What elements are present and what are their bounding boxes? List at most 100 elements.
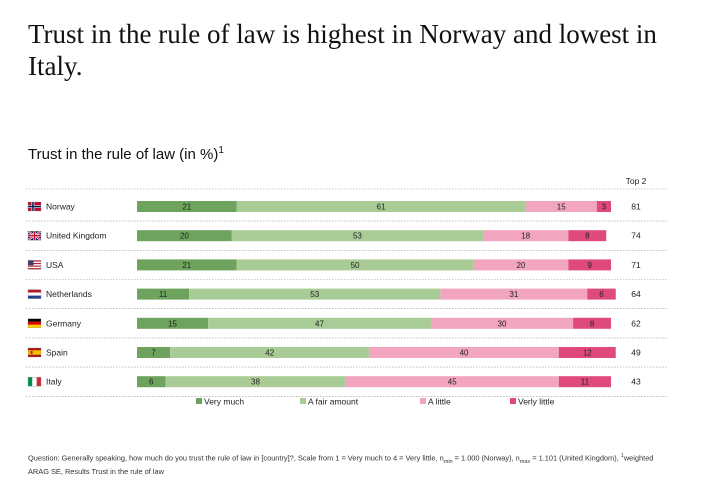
top2-value: 74 (631, 231, 641, 241)
data-label: 12 (583, 349, 592, 358)
data-label: 21 (182, 203, 191, 212)
data-label: 47 (315, 319, 324, 328)
data-label: 53 (353, 232, 362, 241)
legend-swatch (510, 398, 516, 404)
data-label: 6 (599, 290, 604, 299)
flag-united-kingdom-part (28, 234, 41, 237)
data-label: 9 (587, 261, 592, 270)
flag-usa-part (28, 262, 41, 265)
flag-italy-border (27, 377, 42, 387)
data-label: 50 (351, 261, 360, 270)
category-label: Germany (46, 318, 82, 328)
data-label: 11 (159, 290, 168, 299)
category-label: Italy (46, 377, 62, 387)
category-label: USA (46, 260, 64, 270)
bar-segment (558, 376, 611, 388)
bar-segment (137, 259, 237, 271)
flag-italy-part (32, 377, 37, 387)
flag-netherlands-part (28, 292, 41, 296)
data-label: 30 (498, 319, 507, 328)
bar-segment (596, 201, 611, 212)
flag-norway-part (28, 205, 41, 208)
bar-segment (430, 317, 574, 329)
top2-value: 64 (631, 289, 641, 299)
footnote-question: Question: Generally speaking, how much d… (28, 448, 698, 470)
bar-segment (558, 347, 616, 358)
data-label: 11 (581, 378, 590, 387)
bar-segment (165, 376, 346, 388)
category-label: United Kingdom (46, 231, 106, 241)
data-label: 20 (516, 261, 525, 270)
top2-value: 81 (631, 202, 641, 212)
data-label: 15 (557, 203, 566, 212)
data-label: 8 (590, 319, 595, 328)
data-label: 21 (182, 261, 191, 270)
top2-value: 49 (631, 348, 641, 358)
bar-segment (483, 230, 569, 242)
bar-segment (473, 259, 569, 271)
flag-italy (28, 377, 33, 387)
legend-swatch (196, 398, 202, 404)
legend-swatch (420, 398, 426, 404)
bar-segment (345, 376, 559, 388)
data-label: 20 (180, 232, 189, 241)
bar-segment (137, 230, 232, 242)
bar-segment (137, 317, 209, 329)
top2-header: Top 2 (626, 176, 647, 186)
data-label: 40 (460, 349, 469, 358)
bar-segment (208, 317, 431, 329)
data-label: 6 (149, 378, 154, 387)
bar-segment (170, 347, 370, 358)
data-label: 7 (151, 349, 156, 358)
flag-netherlands (28, 289, 41, 293)
flag-germany-part (28, 321, 41, 325)
bar-segment (440, 288, 588, 300)
top2-value: 43 (631, 377, 641, 387)
bar-segment (137, 347, 171, 358)
footnote-nmax-sub: max (519, 458, 531, 465)
bar-segment (236, 259, 474, 271)
chart-title: Trust in the rule of law (in %)1 (28, 145, 224, 163)
bar-segment (573, 317, 611, 329)
bar-segment (525, 201, 597, 212)
flag-spain-part (28, 350, 41, 355)
legend-label: A little (428, 397, 451, 407)
data-label: 38 (251, 378, 260, 387)
bar-segment (236, 201, 526, 212)
flag-usa-part (28, 268, 41, 270)
legend-swatch (300, 398, 306, 404)
headline: Trust in the rule of law is highest in N… (28, 19, 657, 81)
flag-italy-part (36, 377, 41, 387)
flag-usa (28, 260, 41, 262)
data-label: 3 (602, 203, 607, 212)
bar-segment (587, 288, 616, 300)
footnote-nmin-text: = 1.000 (Norway), n (452, 453, 520, 463)
flag-united-kingdom-border (27, 231, 42, 241)
data-label: 31 (509, 290, 518, 299)
flag-spain-part (30, 351, 33, 354)
flag-usa-part (28, 266, 41, 269)
footnote-weighted-text: weighted (623, 453, 654, 463)
flag-norway-border (27, 201, 42, 212)
flag-usa-part (28, 260, 34, 266)
flag-usa-part (28, 265, 41, 267)
flag-usa-part (28, 264, 41, 266)
footnote-nmax-text: = 1.101 (United Kingdom), (530, 453, 621, 463)
data-label: 18 (521, 232, 530, 241)
flag-germany (28, 318, 41, 322)
data-label: 42 (265, 349, 274, 358)
footnote-question-text: Question: Generally speaking, how much d… (28, 453, 444, 463)
bar-segment (568, 230, 607, 242)
data-label: 45 (448, 378, 457, 387)
chart-title-footnote-mark: 1 (218, 145, 224, 156)
legend-label: A fair amount (308, 397, 359, 407)
bar-segment (568, 259, 611, 271)
bar-segment (369, 347, 559, 358)
data-label: 61 (377, 203, 386, 212)
bar-segment (137, 288, 190, 300)
data-label: 8 (585, 232, 590, 241)
bar-segment (231, 230, 484, 242)
legend-label: Verly little (518, 397, 555, 407)
flag-netherlands-part (28, 295, 41, 299)
